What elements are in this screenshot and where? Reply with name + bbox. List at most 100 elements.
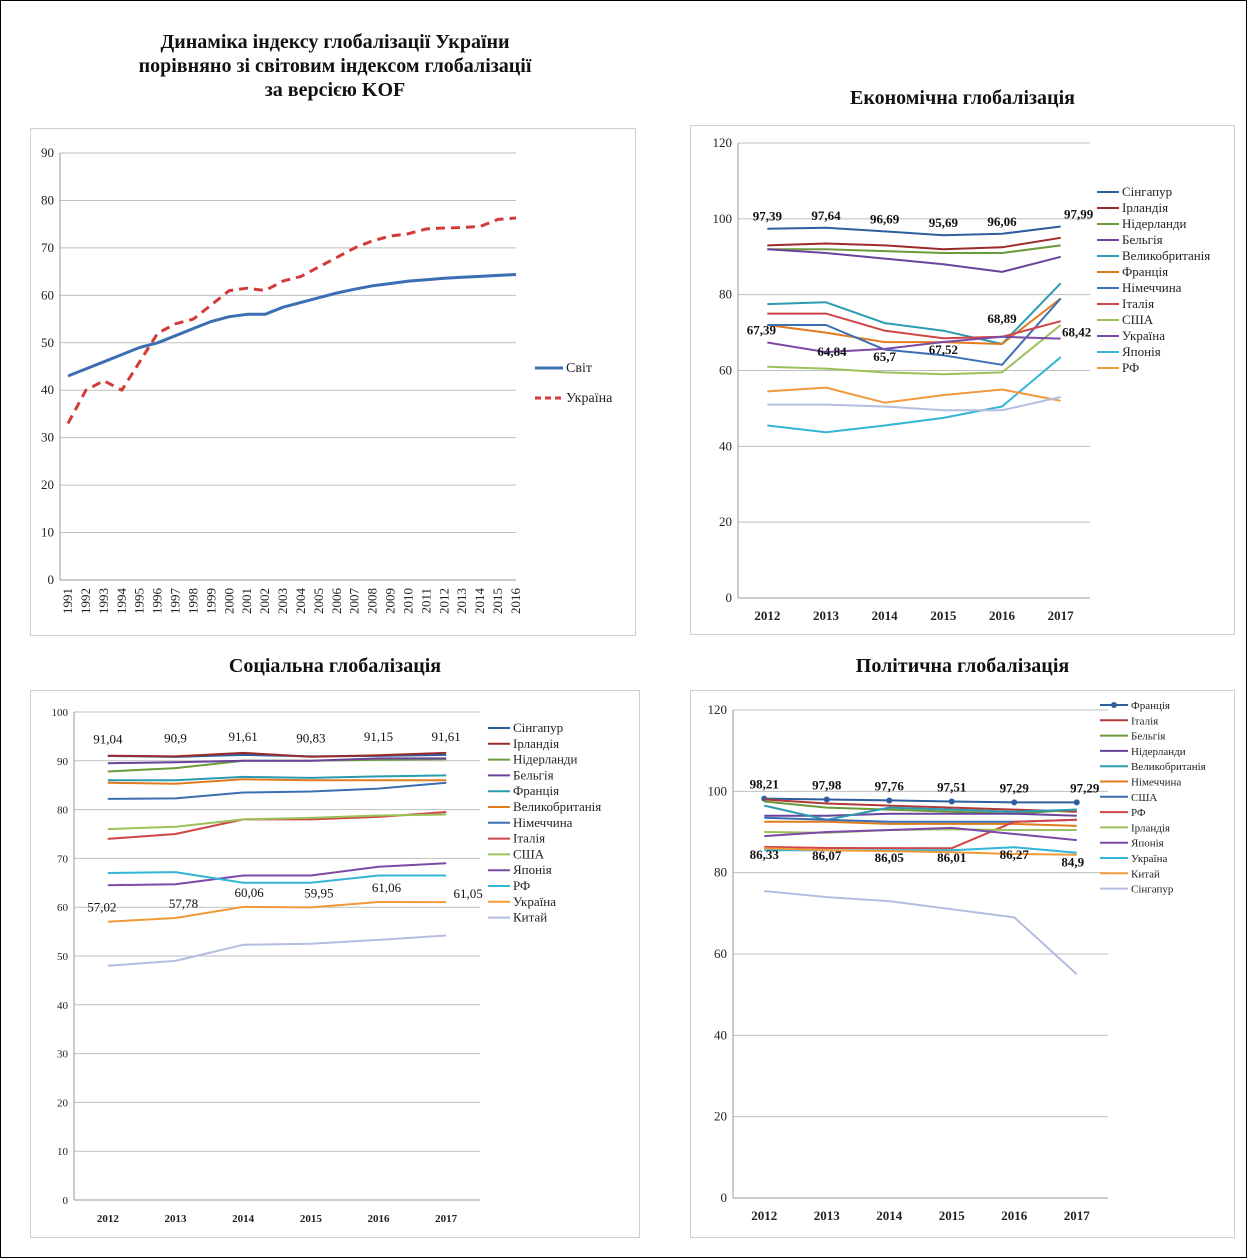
data-label: 86,07 xyxy=(812,848,842,863)
x-tick-label: 2013 xyxy=(814,1208,841,1223)
series-marker xyxy=(948,798,955,805)
x-tick-label: 2013 xyxy=(454,588,469,614)
x-tick-label: 2009 xyxy=(383,588,398,614)
data-label: 86,27 xyxy=(1000,847,1030,862)
series-line-10 xyxy=(107,871,447,884)
series-line-6 xyxy=(107,781,447,800)
legend-label: США xyxy=(1131,792,1157,804)
y-tick-label: 70 xyxy=(57,853,69,865)
x-tick-label: 1991 xyxy=(60,588,75,614)
series-marker xyxy=(823,796,830,803)
chart-border xyxy=(30,128,636,636)
legend-label: Франція xyxy=(1131,700,1170,712)
x-tick-label: 2016 xyxy=(1001,1208,1028,1223)
chart3-title: Соціальна глобалізація xyxy=(228,655,442,677)
series-line-0 xyxy=(767,225,1061,237)
series-line-12 xyxy=(767,396,1061,412)
x-tick-label: 1998 xyxy=(185,588,200,614)
data-label: 86,05 xyxy=(875,850,905,865)
series-line-1 xyxy=(767,236,1061,251)
legend-label: США xyxy=(1122,312,1154,327)
y-tick-label: 80 xyxy=(719,287,732,302)
data-label: 65,7 xyxy=(873,349,896,364)
data-label: 91,15 xyxy=(364,729,393,744)
data-label: 59,95 xyxy=(304,885,333,900)
legend-label: Бельгія xyxy=(1122,232,1163,247)
x-tick-label: 2017 xyxy=(435,1213,458,1225)
data-label: 97,29 xyxy=(1070,780,1100,795)
x-tick-label: 2003 xyxy=(275,588,290,614)
data-label: 97,64 xyxy=(811,208,841,223)
series-line-0 xyxy=(764,797,1077,804)
x-tick-label: 2016 xyxy=(989,608,1016,623)
series-line-2 xyxy=(767,244,1061,254)
data-label: 97,76 xyxy=(875,778,905,793)
chart1-title-line3: за версією KOF xyxy=(264,79,406,101)
data-label: 91,04 xyxy=(93,732,123,747)
data-label: 61,06 xyxy=(372,880,402,895)
y-tick-label: 90 xyxy=(41,145,54,160)
x-tick-label: 2001 xyxy=(239,588,254,614)
data-label: 96,69 xyxy=(870,211,900,226)
legend-label: Японія xyxy=(1131,838,1164,850)
data-label: 91,61 xyxy=(432,729,461,744)
data-label: 67,52 xyxy=(929,342,958,357)
legend-label: Нідерланди xyxy=(1122,216,1187,231)
legend-label: Україна xyxy=(566,391,613,406)
y-tick-label: 50 xyxy=(41,335,54,350)
x-tick-label: 1996 xyxy=(150,588,165,615)
y-tick-label: 100 xyxy=(52,707,69,719)
y-tick-label: 40 xyxy=(41,382,54,397)
series-line-12 xyxy=(107,934,447,967)
legend-label: Німеччина xyxy=(1131,777,1181,789)
legend-label: Бельгія xyxy=(513,767,554,782)
legend-label: Великобританія xyxy=(513,799,601,814)
y-tick-label: 60 xyxy=(41,287,54,302)
series-marker xyxy=(1011,799,1018,806)
chart2-economic-globalization: 0 20 40 60 80 100 120 2012 2013 2014 2015 2016 2017 9… xyxy=(690,125,1235,635)
x-tick-label: 2005 xyxy=(311,588,326,614)
legend-label: Японія xyxy=(513,862,552,877)
data-label: 86,33 xyxy=(750,847,780,862)
legend-label: Китай xyxy=(1131,868,1160,880)
data-label: 97,51 xyxy=(937,779,966,794)
legend-label: Італія xyxy=(1122,296,1154,311)
legend-label: Ірландія xyxy=(1122,200,1168,215)
x-tick-label: 2015 xyxy=(300,1213,323,1225)
legend-label: Україна xyxy=(513,894,556,909)
legend-marker xyxy=(1111,702,1117,708)
y-tick-label: 50 xyxy=(57,951,69,963)
legend-label: Сінгапур xyxy=(1131,884,1174,896)
legend-label: Великобританія xyxy=(1131,761,1206,773)
series-line-1 xyxy=(764,798,1077,813)
legend-label: Італія xyxy=(1131,715,1158,727)
x-tick-label: 2014 xyxy=(872,608,899,623)
legend-label: Італія xyxy=(513,831,545,846)
y-tick-label: 70 xyxy=(41,240,54,255)
data-label: 67,39 xyxy=(747,322,777,337)
series-line-9 xyxy=(767,335,1061,354)
y-tick-label: 60 xyxy=(57,902,69,914)
y-tick-label: 120 xyxy=(713,135,733,150)
legend-label: США xyxy=(513,846,545,861)
y-tick-label: 90 xyxy=(57,756,69,768)
legend-label: РФ xyxy=(513,878,530,893)
data-label: 90,83 xyxy=(296,731,325,746)
x-tick-label: 1997 xyxy=(168,588,183,615)
legend-label: РФ xyxy=(1131,807,1146,819)
data-label: 97,29 xyxy=(1000,780,1030,795)
y-tick-label: 100 xyxy=(713,211,733,226)
x-tick-label: 2008 xyxy=(365,588,380,614)
series-line-8 xyxy=(767,324,1062,376)
x-tick-label: 2012 xyxy=(97,1213,120,1225)
series-line-3 xyxy=(767,248,1061,273)
y-tick-label: 40 xyxy=(57,1000,69,1012)
x-tick-label: 2017 xyxy=(1064,1208,1091,1223)
series-line-7 xyxy=(764,818,1077,850)
data-label: 64,84 xyxy=(817,344,847,359)
legend-label: Німеччина xyxy=(513,815,573,830)
y-tick-label: 60 xyxy=(719,363,732,378)
x-tick-label: 2014 xyxy=(876,1208,903,1223)
x-tick-label: 2014 xyxy=(472,588,487,615)
series-line-9 xyxy=(764,826,1077,842)
